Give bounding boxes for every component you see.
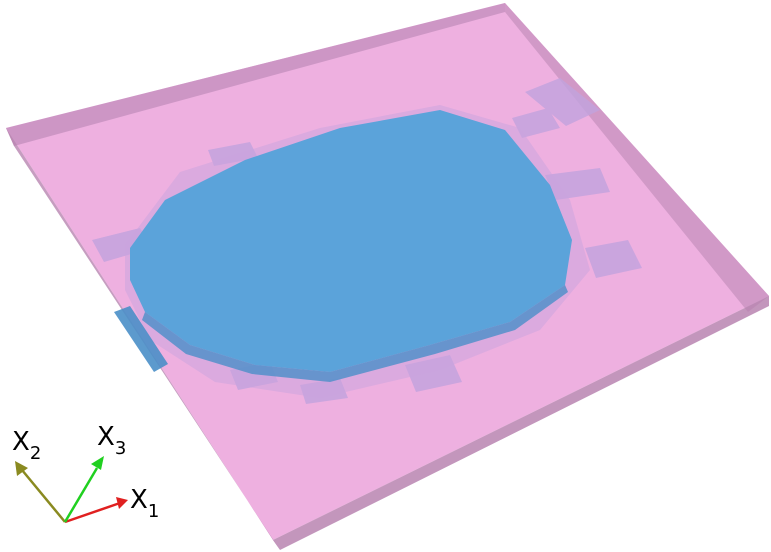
block	[512, 108, 560, 138]
block	[545, 168, 610, 200]
x2-axis-line	[21, 469, 66, 523]
x1-axis-line	[64, 501, 121, 524]
blob-body	[130, 110, 572, 372]
x3-axis-sub: 3	[115, 438, 126, 459]
plate-top-rim	[6, 3, 505, 146]
block	[92, 228, 152, 262]
x3-axis-main: X	[97, 422, 115, 452]
inclusion-blob	[114, 110, 572, 382]
x1-axis-main: X	[130, 485, 148, 515]
blob-side-face	[114, 306, 168, 372]
block	[405, 355, 462, 392]
block	[585, 240, 642, 278]
blob-lower-edge	[142, 285, 568, 382]
plate-right-rim	[505, 3, 769, 312]
x3-axis-arrowhead	[91, 456, 104, 470]
block	[525, 78, 600, 126]
x2-axis-label: X2	[12, 427, 41, 464]
x3-axis-line	[63, 467, 99, 523]
x3-axis-label: X3	[97, 422, 126, 459]
plate-front-edge	[273, 296, 769, 550]
axis-triad: X1 X2 X3	[12, 422, 159, 524]
x1-axis-sub: 1	[148, 501, 159, 522]
x2-axis-main: X	[12, 427, 30, 457]
x1-axis-arrowhead	[116, 497, 128, 509]
x1-axis-label: X1	[130, 485, 159, 522]
block	[300, 378, 348, 404]
x2-axis-sub: 2	[30, 443, 41, 464]
x2-axis-arrowhead	[15, 461, 28, 476]
